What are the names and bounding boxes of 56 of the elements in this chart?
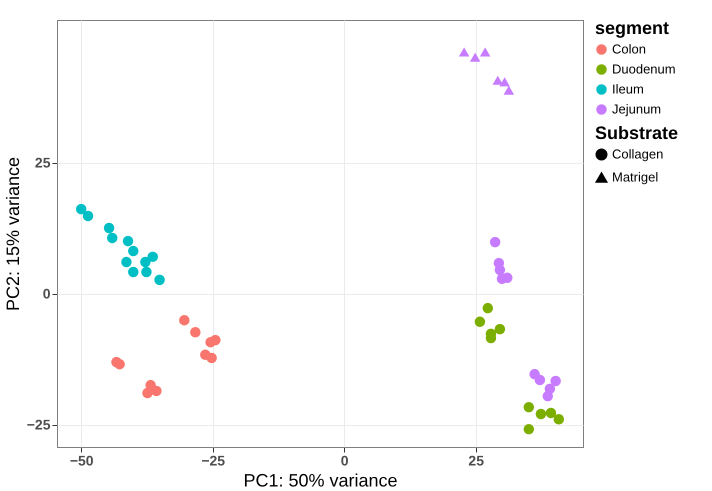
point (550, 376, 561, 386)
point (524, 424, 534, 434)
point (154, 274, 165, 286)
point (190, 327, 201, 338)
legend-label: Duodenum (612, 62, 676, 76)
point (554, 414, 564, 424)
legend-label: Colon (612, 42, 646, 56)
point (542, 390, 553, 402)
legend-label: Jejunum (612, 102, 662, 116)
point (494, 324, 506, 334)
point (534, 374, 546, 386)
point (458, 47, 470, 56)
x-tick-label: −25 (201, 452, 226, 468)
point (210, 334, 221, 346)
point (546, 408, 556, 418)
point (494, 264, 506, 276)
point (499, 77, 510, 86)
point (206, 352, 217, 364)
x-tick-label: 0 (340, 452, 349, 468)
x-tick-label: −50 (70, 452, 94, 468)
text: segment (595, 18, 670, 38)
point (128, 266, 139, 278)
point (504, 86, 514, 95)
point (470, 52, 480, 62)
point (76, 204, 86, 214)
point (122, 236, 134, 246)
text: Substrate (595, 123, 678, 143)
point (536, 408, 546, 420)
point (121, 256, 132, 268)
point (151, 386, 162, 396)
point (128, 246, 139, 256)
point (147, 252, 158, 262)
point (140, 256, 151, 268)
point (502, 272, 512, 284)
point (482, 302, 494, 314)
point (142, 388, 153, 398)
y-tick-label: 25 (34, 154, 51, 171)
y-axis-title: PC2: 15% variance (2, 156, 23, 312)
point (524, 402, 534, 412)
point (492, 76, 504, 85)
point (114, 358, 125, 370)
y-tick-label: 0 (42, 286, 51, 302)
point (106, 232, 118, 244)
text: Collagen (612, 146, 664, 162)
point (82, 210, 94, 222)
point (141, 266, 152, 278)
x-tick-label: 25 (468, 452, 484, 468)
text: Matrigel (612, 170, 658, 184)
x-axis-title: PC1: 50% variance (243, 470, 398, 490)
point (480, 47, 490, 56)
point (474, 316, 486, 328)
point (104, 222, 114, 234)
y-tick-label: −25 (26, 416, 51, 432)
legend-label: Ileum (612, 82, 644, 96)
point (490, 236, 500, 248)
point (179, 314, 190, 326)
